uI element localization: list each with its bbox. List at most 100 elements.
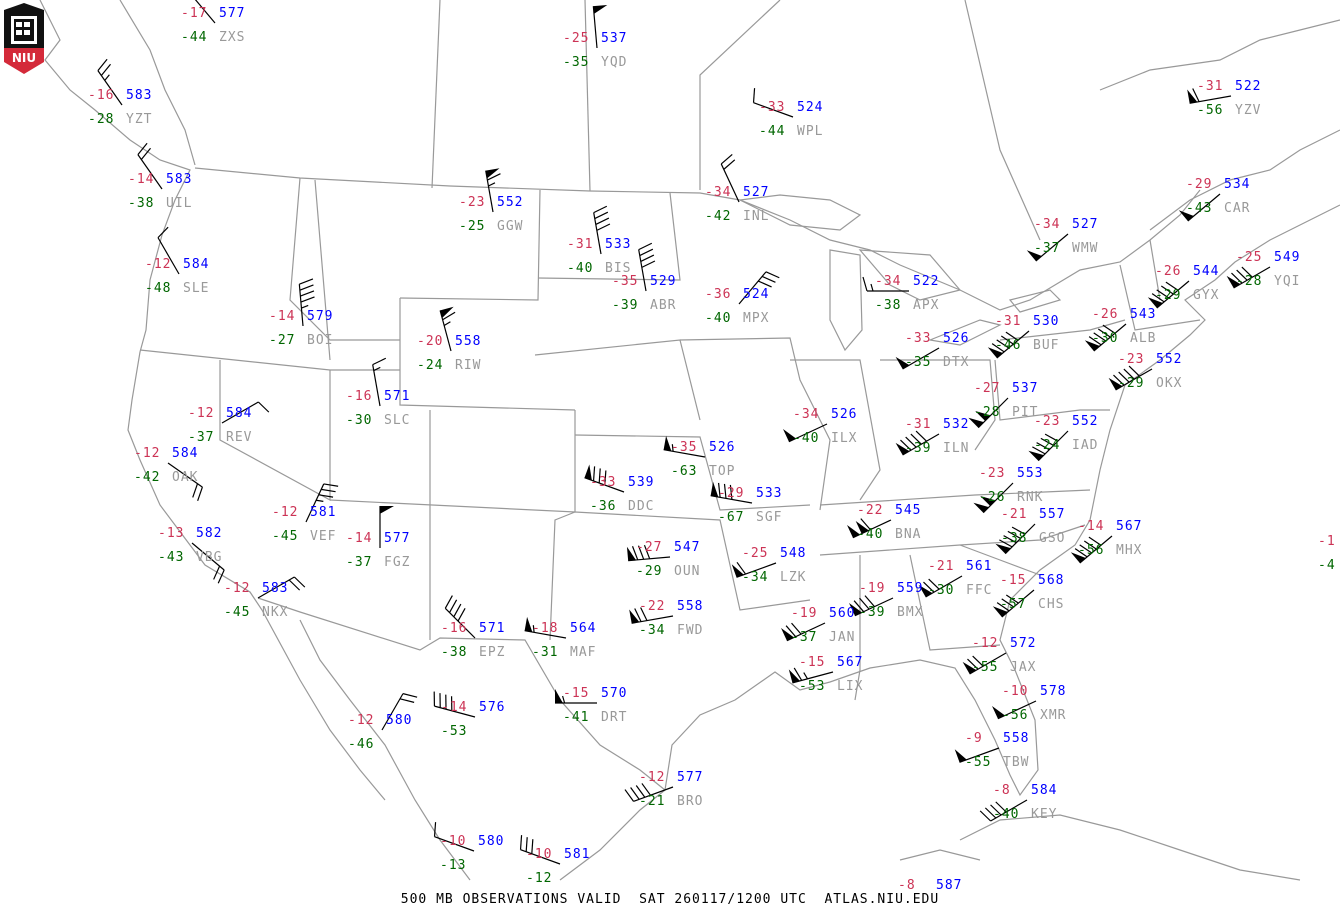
- barb-full: [1083, 540, 1097, 550]
- barb-half: [562, 695, 566, 704]
- barb-full: [791, 622, 802, 635]
- station-plot-vef: -12 581 -45 VEF: [272, 505, 335, 544]
- barb-flag: [895, 442, 910, 455]
- station-id: MPX: [743, 311, 769, 326]
- wind-barb: [1108, 365, 1153, 391]
- barb-full: [1040, 437, 1054, 446]
- station-id: OUN: [674, 564, 700, 579]
- wind-barb: [849, 595, 894, 617]
- station-id: GGW: [497, 219, 523, 234]
- barb-full: [487, 173, 501, 181]
- temperature: -31: [995, 314, 1021, 329]
- barb-full: [1151, 293, 1165, 303]
- barb-full: [1001, 598, 1015, 608]
- barb-flag: [849, 603, 863, 616]
- barb-staff: [902, 347, 940, 370]
- height: 534: [1224, 177, 1250, 192]
- dewpoint: -35: [563, 55, 589, 70]
- barb-full: [723, 483, 727, 499]
- height: 570: [601, 686, 627, 701]
- station-id: BNA: [895, 527, 921, 542]
- barb-full: [758, 280, 772, 288]
- station-plot-rev: -12 584 -37 REV: [188, 406, 251, 445]
- barb-half: [373, 366, 381, 372]
- barb-full: [717, 482, 721, 498]
- wind-barb: [720, 153, 740, 203]
- barb-full: [433, 822, 437, 837]
- dewpoint: -12: [526, 871, 552, 886]
- station-plot-inl: -34 527 -42 INL: [705, 185, 768, 224]
- barb-flag: [980, 496, 996, 506]
- state-line: [549, 511, 576, 641]
- wind-barb: [992, 700, 1037, 720]
- station-plot: -1 -4: [1318, 534, 1335, 573]
- temperature: -10: [1002, 684, 1028, 699]
- station-id: FFC: [966, 583, 992, 598]
- temperature: -34: [875, 274, 901, 289]
- temperature: -25: [742, 546, 768, 561]
- barb-full: [862, 276, 868, 292]
- barb-flag: [788, 669, 800, 683]
- lake: [1008, 289, 1062, 313]
- barb-full: [1005, 594, 1019, 604]
- wind-barb: [379, 506, 394, 548]
- station-plot-lix: -15 567 -53 LIX: [799, 655, 863, 694]
- state-line: [790, 359, 881, 501]
- barb-flag: [1084, 340, 1100, 351]
- temperature: -31: [1197, 79, 1223, 94]
- station-plot-mpx: -36 524 -40 MPX: [705, 287, 769, 326]
- barb-half: [301, 304, 309, 309]
- state-line: [679, 337, 831, 511]
- dewpoint: -48: [145, 281, 171, 296]
- station-plots: -17 577 -44 ZXS -16 583 -28 YZT -14 583 -38 UIL -12 5…: [88, 6, 1335, 893]
- dewpoint: -44: [181, 30, 207, 45]
- barb-full: [1003, 535, 1017, 544]
- dewpoint: -34: [742, 570, 768, 585]
- temperature: -31: [905, 417, 931, 432]
- barb-full: [637, 545, 645, 560]
- barb-full: [1088, 536, 1102, 546]
- barb-staff: [137, 154, 163, 190]
- barb-full: [720, 153, 733, 165]
- dewpoint: -56: [1197, 103, 1223, 118]
- barb-staff: [977, 397, 1009, 429]
- dewpoint: -30: [928, 583, 954, 598]
- station-id: JAN: [829, 630, 855, 645]
- dewpoint: -67: [718, 510, 744, 525]
- temperature: -12: [188, 406, 214, 421]
- barb-staff: [663, 449, 706, 458]
- height: 584: [183, 257, 209, 272]
- province-line: [964, 0, 1041, 241]
- station-id: XMR: [1040, 708, 1066, 723]
- station-id: ALB: [1130, 331, 1156, 346]
- state-line: [819, 524, 1086, 556]
- coastline: [899, 849, 981, 861]
- coastline: [119, 0, 196, 166]
- station-id: YZT: [126, 112, 152, 127]
- height: 552: [1156, 352, 1182, 367]
- dewpoint: -53: [441, 724, 467, 739]
- temperature: -16: [346, 389, 372, 404]
- wind-barb: [847, 518, 892, 539]
- barb-full: [752, 88, 756, 103]
- barb-full: [300, 296, 315, 303]
- barb-flag: [380, 506, 394, 514]
- temperature: -21: [928, 559, 954, 574]
- station-id: MAF: [570, 645, 596, 660]
- temperature: -27: [974, 381, 1000, 396]
- barb-full: [1231, 272, 1243, 284]
- barb-full: [604, 470, 607, 486]
- barb-half: [532, 625, 535, 633]
- barb-full: [923, 581, 935, 593]
- temperature: -21: [1001, 507, 1027, 522]
- station-id: LIX: [837, 679, 863, 694]
- temperature: -13: [158, 526, 184, 541]
- height: 583: [262, 581, 288, 596]
- lake: [927, 319, 1002, 346]
- lake: [858, 249, 962, 301]
- barb-full: [624, 789, 635, 802]
- temperature: -34: [705, 185, 731, 200]
- state-line: [959, 544, 1041, 576]
- dewpoint: -37: [346, 555, 372, 570]
- dewpoint: -55: [972, 660, 998, 675]
